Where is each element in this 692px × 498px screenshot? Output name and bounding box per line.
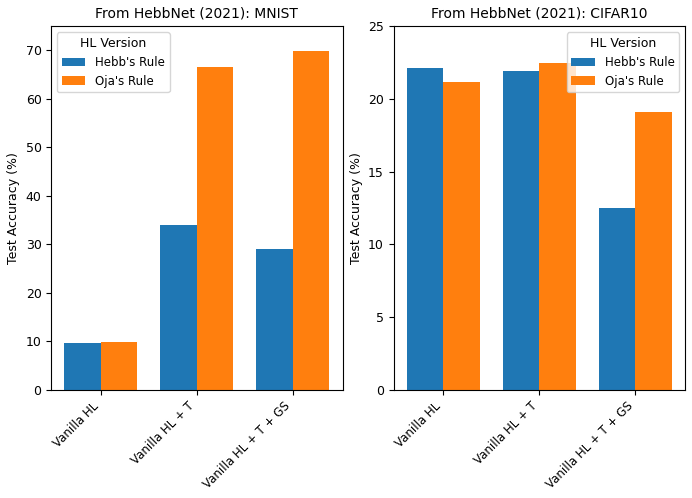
Bar xyxy=(293,51,329,389)
Bar xyxy=(635,112,672,389)
Bar xyxy=(444,82,480,389)
Y-axis label: Test Accuracy (%): Test Accuracy (%) xyxy=(7,152,20,264)
Y-axis label: Test Accuracy (%): Test Accuracy (%) xyxy=(349,152,363,264)
Bar xyxy=(197,67,233,389)
Bar xyxy=(407,68,444,389)
Bar xyxy=(599,208,635,389)
Bar xyxy=(64,343,101,389)
Bar xyxy=(539,63,576,389)
Title: From HebbNet (2021): MNIST: From HebbNet (2021): MNIST xyxy=(95,7,298,21)
Legend: Hebb's Rule, Oja's Rule: Hebb's Rule, Oja's Rule xyxy=(57,32,170,93)
Bar xyxy=(101,342,138,389)
Bar xyxy=(257,249,293,389)
Bar xyxy=(161,225,197,389)
Legend: Hebb's Rule, Oja's Rule: Hebb's Rule, Oja's Rule xyxy=(567,32,679,93)
Bar xyxy=(503,71,539,389)
Title: From HebbNet (2021): CIFAR10: From HebbNet (2021): CIFAR10 xyxy=(431,7,648,21)
